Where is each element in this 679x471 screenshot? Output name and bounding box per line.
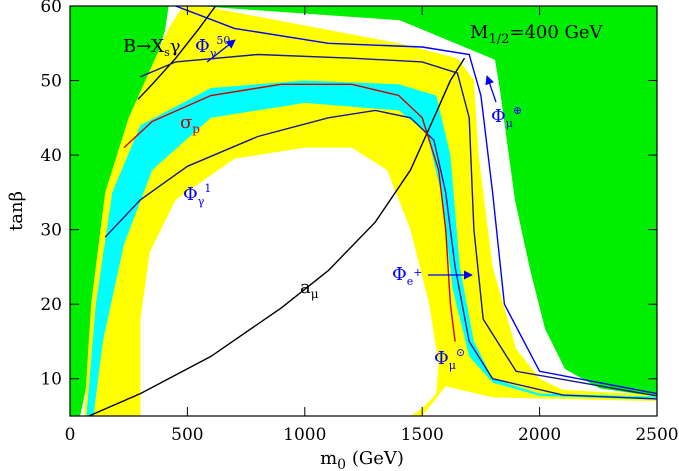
annotation-text: Φ	[195, 36, 210, 57]
plot-area	[80, 6, 657, 416]
annotation-text: =400 GeV	[509, 22, 603, 43]
annotation: Φγ1	[183, 182, 211, 208]
annotation-text: Φ	[491, 106, 506, 127]
annotation-text: a	[300, 277, 311, 298]
annotation-sub: s	[164, 46, 170, 59]
annotation-sub: γ	[210, 47, 217, 60]
annotation-text: Φ	[183, 184, 198, 205]
contour-line	[123, 83, 456, 342]
x-axis-label-text: m	[320, 448, 337, 469]
annotation: Φγ50	[195, 34, 230, 60]
y-tick-label: 10	[40, 370, 62, 390]
y-tick-label: 60	[40, 0, 62, 17]
x-tick-label: 1000	[283, 425, 326, 445]
annotation: Φμ⊙	[434, 346, 465, 372]
annotation-sup: ⊕	[513, 104, 522, 117]
y-tick-label: 50	[40, 72, 62, 92]
x-tick-label: 2500	[635, 425, 678, 445]
y-axis-label: tanβ	[6, 191, 27, 231]
contour-line	[88, 57, 466, 416]
x-axis-label-sub: 0	[337, 457, 346, 471]
annotation-sub: e	[407, 275, 414, 288]
annotation-text: Φ	[392, 264, 407, 285]
x-axis-label-text: (GeV)	[346, 448, 404, 469]
annotation-text: γ	[170, 36, 181, 57]
annotation-sup: 1	[204, 182, 211, 195]
annotation-text: Φ	[434, 348, 449, 369]
contour-line	[175, 6, 657, 395]
y-tick-label: 40	[40, 146, 62, 166]
contour-line	[104, 109, 657, 400]
x-axis-label: m0 (GeV)	[320, 448, 404, 471]
annotation-sub: p	[192, 122, 200, 136]
annotation: σp	[180, 112, 200, 136]
x-tick-label: 2000	[518, 425, 561, 445]
ticks: 0 500 1000 1500 2000 2500 10 20 30 40 50 60	[40, 0, 678, 445]
x-tick-label: 1500	[401, 425, 444, 445]
annotation: aμ	[300, 277, 319, 301]
arrow	[485, 75, 497, 103]
annotation-sub: μ	[506, 117, 513, 130]
x-tick-label: 0	[65, 425, 76, 445]
annotation-sub: 1/2	[488, 32, 509, 47]
annotation-sub: γ	[198, 195, 205, 208]
annotation: M1/2=400 GeV	[470, 22, 604, 47]
annotation-sub: μ	[449, 359, 456, 372]
annotation-sup: +	[413, 266, 422, 279]
annotation-sub: μ	[311, 287, 319, 301]
annotation: Φe+	[392, 264, 423, 288]
frame	[69, 5, 658, 417]
annotation: Φμ⊕	[491, 104, 522, 130]
annotation-text: M	[470, 22, 488, 43]
contour-line	[140, 53, 657, 397]
annotation-text: B→X	[123, 36, 164, 57]
x-tick-label: 500	[171, 425, 203, 445]
annotation: B→Xsγ	[123, 36, 181, 59]
contour-line	[137, 6, 217, 100]
y-tick-label: 20	[40, 295, 62, 315]
arrow	[206, 39, 236, 63]
y-tick-label: 30	[40, 221, 62, 241]
annotation-text: σ	[180, 112, 192, 133]
region	[140, 147, 439, 416]
annotation-sup: ⊙	[456, 346, 465, 359]
